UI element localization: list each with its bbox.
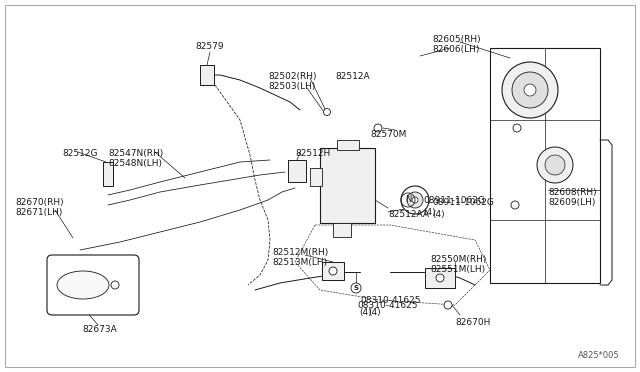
Text: (4): (4)	[423, 208, 436, 217]
Bar	[288, 160, 306, 182]
Circle shape	[537, 147, 573, 183]
Bar	[103, 162, 113, 186]
Text: 82512M(RH): 82512M(RH)	[272, 248, 328, 257]
Text: 82579: 82579	[196, 42, 224, 51]
Text: 82570M: 82570M	[370, 130, 406, 139]
Text: 82502(RH): 82502(RH)	[268, 72, 317, 81]
Text: 82512H: 82512H	[295, 149, 330, 158]
Text: 08310-41625: 08310-41625	[357, 301, 417, 310]
Circle shape	[444, 301, 452, 309]
Circle shape	[513, 124, 521, 132]
Text: 82605(RH): 82605(RH)	[432, 35, 481, 44]
Text: 82673A: 82673A	[83, 325, 117, 334]
Text: (4): (4)	[432, 210, 445, 219]
Circle shape	[111, 281, 119, 289]
Text: 82609(LH): 82609(LH)	[548, 198, 595, 207]
Text: 82670(RH): 82670(RH)	[15, 198, 63, 207]
Text: 08310-41625: 08310-41625	[360, 296, 420, 305]
Bar	[490, 48, 600, 283]
Text: 82548N(LH): 82548N(LH)	[108, 159, 162, 168]
Circle shape	[511, 201, 519, 209]
Text: 08911-1062G: 08911-1062G	[423, 196, 485, 205]
Text: N: N	[405, 196, 411, 205]
Circle shape	[329, 267, 337, 275]
Text: 82670H: 82670H	[455, 318, 490, 327]
Text: 82608(RH): 82608(RH)	[548, 188, 596, 197]
Text: 82547N(RH): 82547N(RH)	[108, 149, 163, 158]
Bar	[320, 148, 375, 223]
Text: (4): (4)	[368, 308, 381, 317]
Text: (4): (4)	[360, 308, 372, 317]
Bar	[333, 223, 351, 237]
Text: 82512AA: 82512AA	[388, 210, 429, 219]
Text: S: S	[353, 285, 358, 291]
Text: 82513M(LH): 82513M(LH)	[272, 258, 327, 267]
Circle shape	[323, 109, 330, 115]
Circle shape	[436, 274, 444, 282]
Bar	[337, 140, 359, 150]
Text: 82512A: 82512A	[335, 72, 370, 81]
Circle shape	[502, 62, 558, 118]
Ellipse shape	[57, 271, 109, 299]
Text: 82503(LH): 82503(LH)	[268, 82, 316, 91]
Bar	[322, 262, 344, 280]
Circle shape	[545, 155, 565, 175]
FancyBboxPatch shape	[47, 255, 139, 315]
Text: A825*005: A825*005	[579, 351, 620, 360]
Circle shape	[407, 192, 423, 208]
Text: 08911-1062G: 08911-1062G	[432, 198, 494, 207]
Circle shape	[401, 186, 429, 214]
Circle shape	[512, 72, 548, 108]
Text: 82671(LH): 82671(LH)	[15, 208, 62, 217]
Circle shape	[412, 197, 418, 203]
Text: 82606(LH): 82606(LH)	[432, 45, 479, 54]
Bar	[200, 65, 214, 85]
Circle shape	[374, 124, 382, 132]
Circle shape	[351, 283, 361, 293]
Bar	[310, 168, 322, 186]
Circle shape	[524, 84, 536, 96]
Text: 82551M(LH): 82551M(LH)	[430, 265, 485, 274]
Text: 82512G: 82512G	[62, 149, 97, 158]
Text: 82550M(RH): 82550M(RH)	[430, 255, 486, 264]
Bar	[425, 268, 455, 288]
